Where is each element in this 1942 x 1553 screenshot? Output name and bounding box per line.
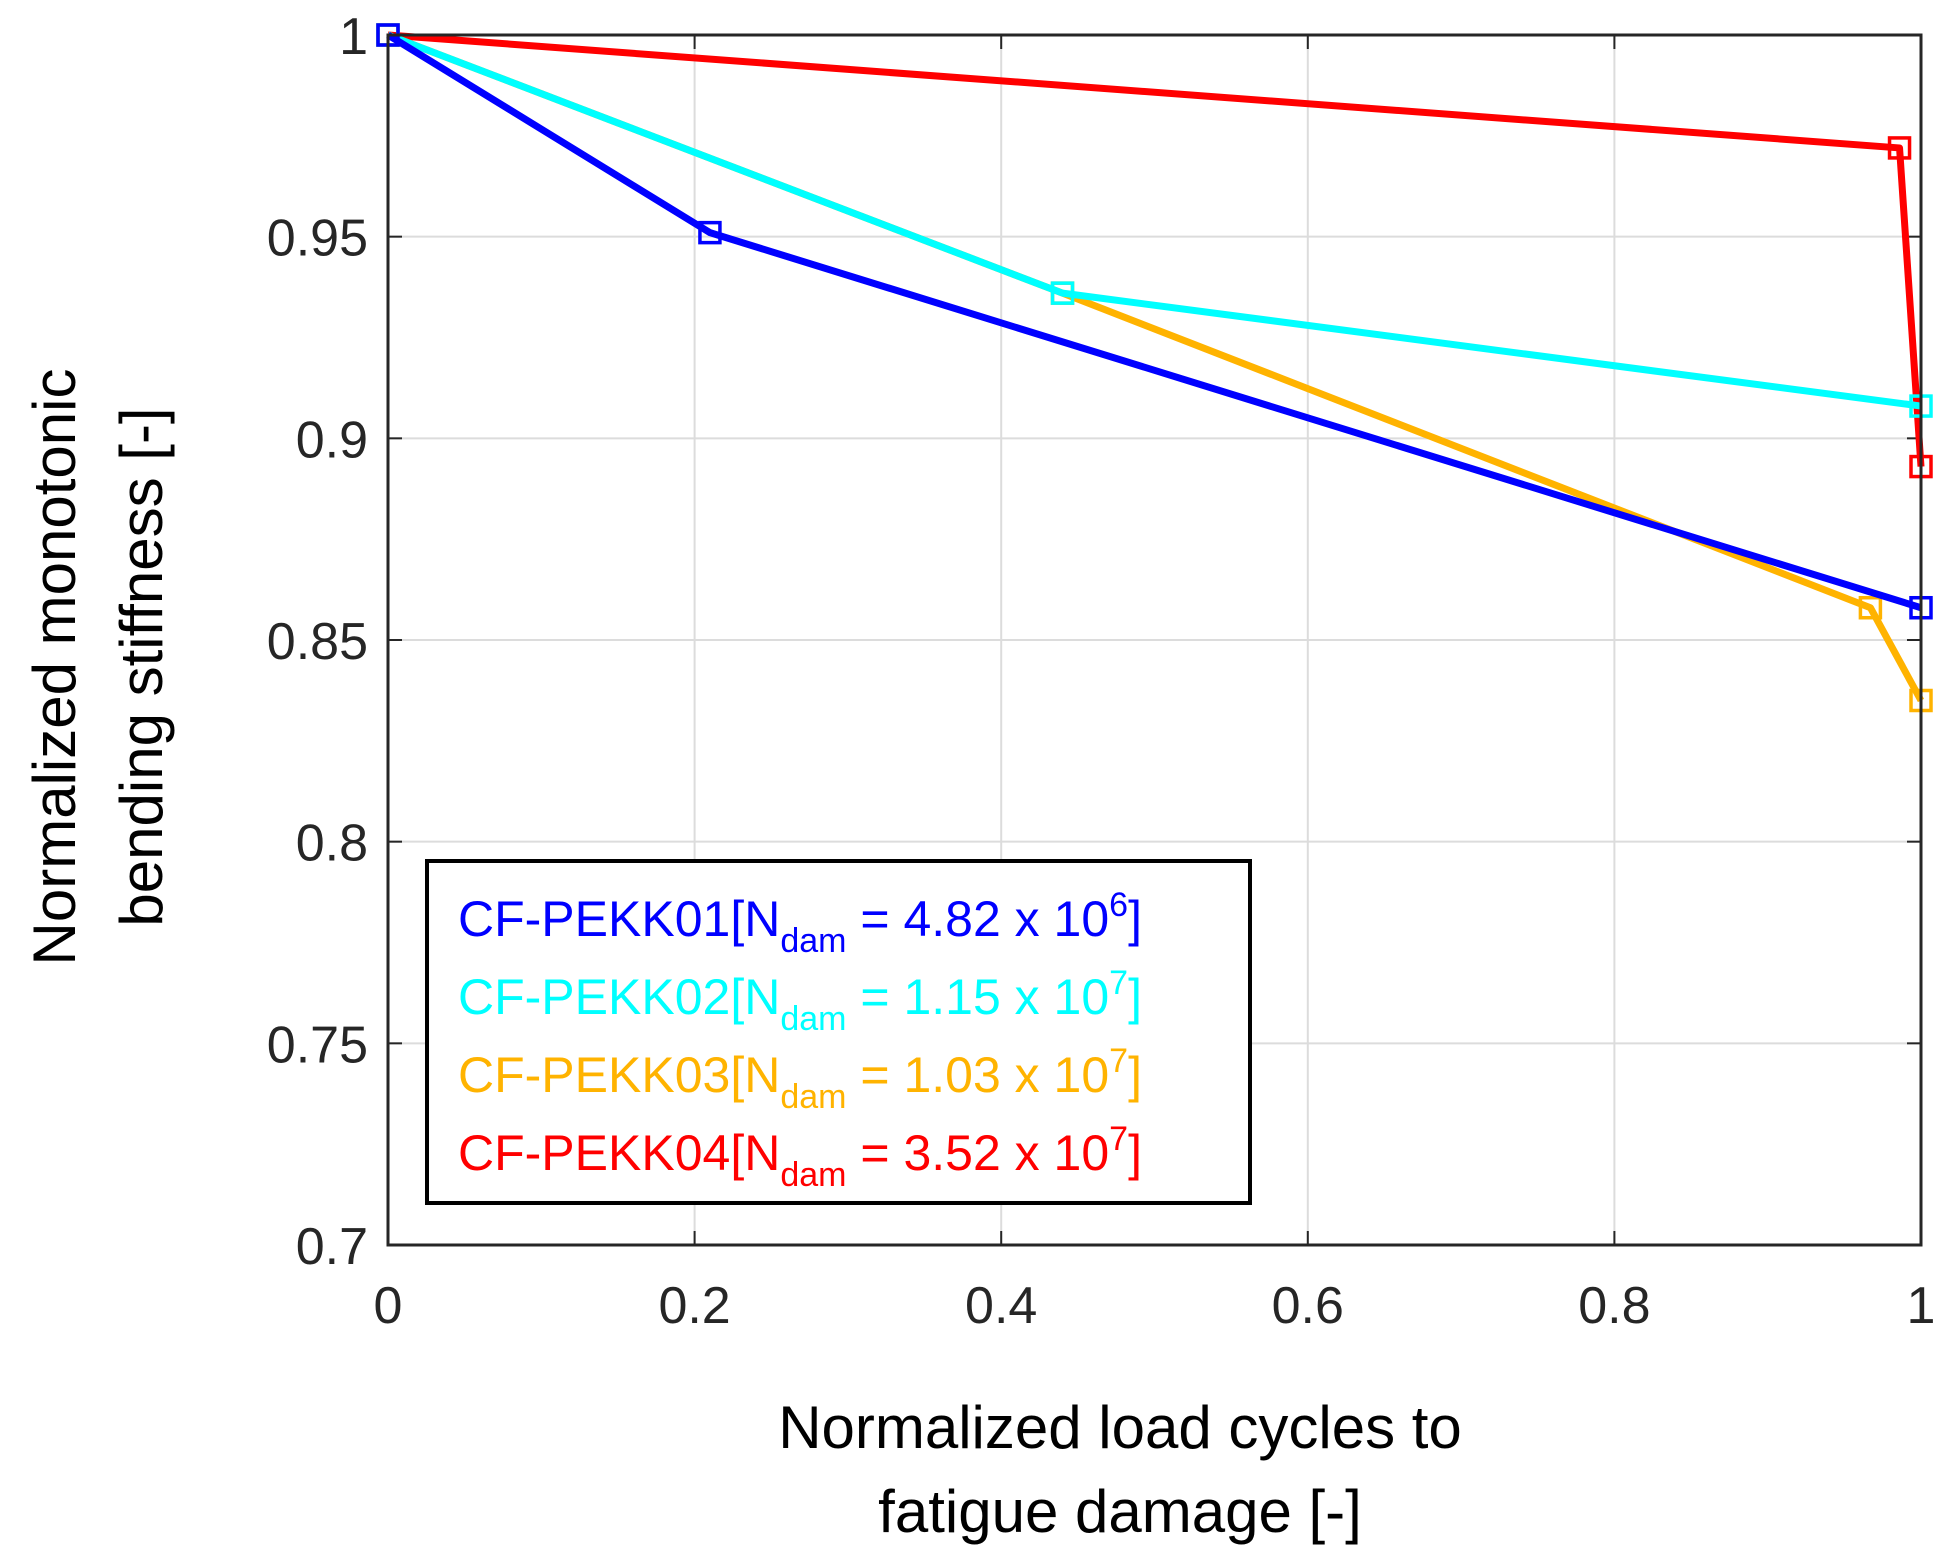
series-line bbox=[387, 31, 1925, 467]
x-axis-label-line2: fatigue damage [-] bbox=[878, 1478, 1362, 1545]
x-tick-label: 0.4 bbox=[965, 1277, 1037, 1335]
y-tick-label: 0.85 bbox=[267, 613, 368, 671]
series-line bbox=[386, 31, 1922, 410]
plot-frame bbox=[386, 33, 1923, 1247]
y-tick-label: 1 bbox=[339, 8, 368, 66]
x-tick-label: 0.2 bbox=[658, 1277, 730, 1335]
y-axis-label-line1: Normalized monotonic bbox=[21, 369, 88, 966]
series-line bbox=[386, 32, 1923, 612]
legend-entry-cf-pekk02: CF-PEKK02[Ndam = 1.15 x 107] bbox=[458, 964, 1142, 1038]
x-axis-label-line1: Normalized load cycles to bbox=[778, 1394, 1462, 1461]
data-point-marker bbox=[1050, 281, 1075, 305]
y-axis-label-line2: bending stiffness [-] bbox=[108, 407, 175, 926]
legend-entry-cf-pekk03: CF-PEKK03[Ndam = 1.03 x 107] bbox=[458, 1042, 1142, 1116]
legend-entry-cf-pekk01: CF-PEKK01[Ndam = 4.82 x 106] bbox=[458, 886, 1142, 960]
series-group bbox=[376, 23, 1933, 713]
legend-box bbox=[425, 859, 1252, 1205]
x-axis-ticks: 0 0.2 0.4 0.6 0.8 1 bbox=[374, 35, 1936, 1335]
y-tick-label: 0.8 bbox=[296, 815, 368, 873]
data-point-marker bbox=[698, 220, 722, 245]
x-tick-label: 0 bbox=[374, 1277, 403, 1335]
x-tick-label: 0.6 bbox=[1272, 1277, 1344, 1335]
legend: CF-PEKK01[Ndam = 4.82 x 106]CF-PEKK02[Nd… bbox=[425, 859, 1252, 1205]
y-tick-label: 0.9 bbox=[296, 411, 368, 469]
y-tick-label: 0.75 bbox=[267, 1016, 368, 1074]
y-tick-label: 0.7 bbox=[296, 1218, 368, 1276]
legend-entry-cf-pekk04: CF-PEKK04[Ndam = 3.52 x 107] bbox=[458, 1120, 1142, 1194]
data-point-marker bbox=[1858, 595, 1883, 620]
y-tick-label: 0.95 bbox=[267, 210, 368, 268]
data-point-marker bbox=[1887, 136, 1912, 160]
x-tick-label: 1 bbox=[1907, 1277, 1936, 1335]
y-axis-ticks: 0.7 0.75 0.8 0.85 0.9 0.95 1 bbox=[267, 8, 1921, 1276]
x-tick-label: 0.8 bbox=[1578, 1277, 1650, 1335]
